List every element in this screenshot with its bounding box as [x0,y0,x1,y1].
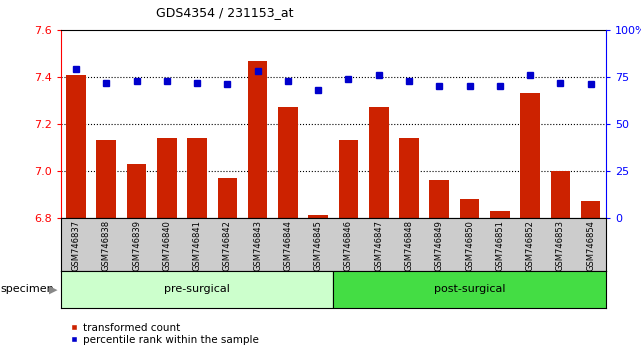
Text: GSM746851: GSM746851 [495,220,504,271]
Bar [520,93,540,218]
Bar [551,171,570,218]
Text: GSM746848: GSM746848 [404,220,413,272]
Bar [338,140,358,218]
Text: GSM746838: GSM746838 [102,220,111,272]
Text: GSM746847: GSM746847 [374,220,383,272]
Bar [399,138,419,218]
Bar [127,164,146,218]
Bar [217,178,237,218]
Text: GDS4354 / 231153_at: GDS4354 / 231153_at [156,6,293,19]
Text: GSM746853: GSM746853 [556,220,565,272]
Text: GSM746844: GSM746844 [283,220,292,271]
Text: GSM746854: GSM746854 [586,220,595,271]
Bar [429,180,449,218]
Text: GSM746850: GSM746850 [465,220,474,271]
Text: GSM746843: GSM746843 [253,220,262,272]
Legend: transformed count, percentile rank within the sample: transformed count, percentile rank withi… [66,319,263,349]
Text: GSM746839: GSM746839 [132,220,141,272]
Bar [460,199,479,218]
Bar [187,138,207,218]
Text: pre-surgical: pre-surgical [164,284,230,295]
Text: post-surgical: post-surgical [434,284,505,295]
Text: GSM746842: GSM746842 [223,220,232,271]
Bar [308,215,328,218]
Text: GSM746849: GSM746849 [435,220,444,271]
Bar [66,75,86,218]
Bar [157,138,177,218]
Text: GSM746840: GSM746840 [162,220,171,271]
Text: GSM746852: GSM746852 [526,220,535,271]
Text: GSM746841: GSM746841 [192,220,202,271]
Bar [581,201,601,218]
Bar [96,140,116,218]
Text: GSM746845: GSM746845 [313,220,322,271]
Text: ▶: ▶ [49,284,58,295]
Text: specimen: specimen [1,284,54,295]
Bar [61,271,333,308]
Bar [248,61,267,218]
Text: GSM746846: GSM746846 [344,220,353,272]
Text: GSM746837: GSM746837 [72,220,81,272]
Bar [490,211,510,218]
Bar [278,108,298,218]
Bar [369,108,388,218]
Bar [333,271,606,308]
